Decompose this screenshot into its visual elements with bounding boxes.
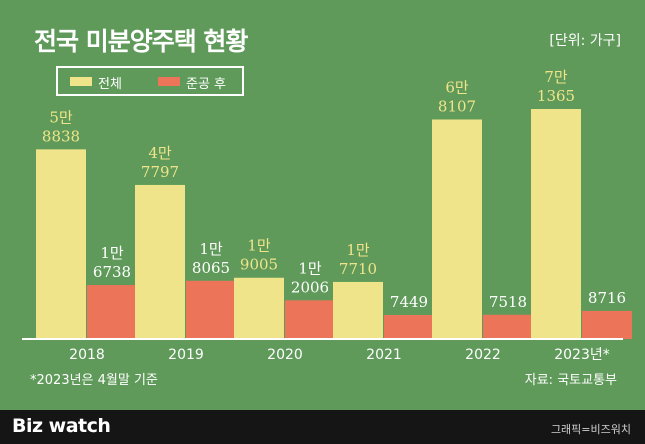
data-label-total-2021-line1: 1만 [346, 241, 370, 259]
data-label-total-2020-line1: 1만 [247, 237, 271, 255]
bar-completed-2019 [186, 280, 236, 339]
bar-total-2022 [432, 119, 482, 339]
bar-total-2021 [333, 281, 383, 339]
data-label-total-2020-line2: 9005 [240, 256, 278, 274]
footer-bar: Biz watch 그래픽=비즈워치 [0, 410, 645, 444]
data-label-completed-2021-line2: 7449 [390, 293, 428, 311]
data-label-total-2023년*-line2: 1365 [537, 87, 575, 105]
data-label-completed-2022-line2: 7518 [489, 293, 527, 311]
data-label-completed-2020-line2: 2006 [291, 278, 329, 296]
footnote: *2023년은 4월말 기준 [30, 373, 158, 388]
data-label-completed-2018-line1: 1만 [100, 244, 124, 262]
data-label-completed-2023년*-line2: 8716 [588, 289, 626, 307]
bar-completed-2020 [285, 300, 335, 339]
bar-total-2018 [36, 149, 86, 339]
legend: 전체 준공 후 [56, 66, 244, 96]
x-tick-label-2020: 2020 [267, 347, 303, 363]
x-tick-label-2021: 2021 [366, 347, 402, 363]
legend-swatch-completed [158, 77, 180, 86]
bar-total-2019 [135, 184, 185, 339]
bar-completed-2018 [87, 285, 137, 339]
data-label-total-2023년*-line1: 7만 [544, 68, 568, 86]
unit-label: [단위: 가구] [549, 33, 621, 49]
data-label-completed-2018-line2: 6738 [93, 263, 131, 281]
data-label-total-2022-line2: 8107 [438, 97, 476, 115]
data-label-total-2019-line2: 7797 [141, 163, 179, 181]
data-label-total-2021-line2: 7710 [339, 260, 377, 278]
bar-total-2020 [234, 277, 284, 339]
legend-label-completed: 준공 후 [186, 77, 227, 92]
data-label-total-2018-line1: 5만 [49, 108, 73, 126]
chart-title: 전국 미분양주택 현황 [34, 27, 248, 56]
data-label-completed-2020-line1: 1만 [298, 259, 322, 277]
bar-completed-2021 [384, 314, 434, 339]
x-tick-label-2018: 2018 [69, 347, 105, 363]
legend-label-total: 전체 [98, 77, 122, 92]
x-tick-label-2023년*: 2023년* [554, 347, 610, 363]
data-label-total-2018-line2: 8838 [42, 127, 80, 145]
x-tick-label-2022: 2022 [465, 347, 501, 363]
legend-swatch-total [70, 77, 92, 86]
data-label-total-2022-line1: 6만 [445, 78, 469, 96]
bar-completed-2023년* [582, 310, 632, 339]
bar-completed-2022 [483, 314, 533, 339]
data-label-completed-2019-line1: 1만 [199, 240, 223, 258]
data-label-total-2019-line1: 4만 [148, 144, 172, 162]
source-label: 자료: 국토교통부 [524, 373, 617, 388]
graphic-credit: 그래픽=비즈워치 [550, 423, 631, 436]
x-tick-label-2019: 2019 [168, 347, 204, 363]
data-label-completed-2019-line2: 8065 [192, 259, 230, 277]
bar-total-2023년* [531, 108, 581, 340]
brand-logo: Biz watch [12, 415, 111, 437]
